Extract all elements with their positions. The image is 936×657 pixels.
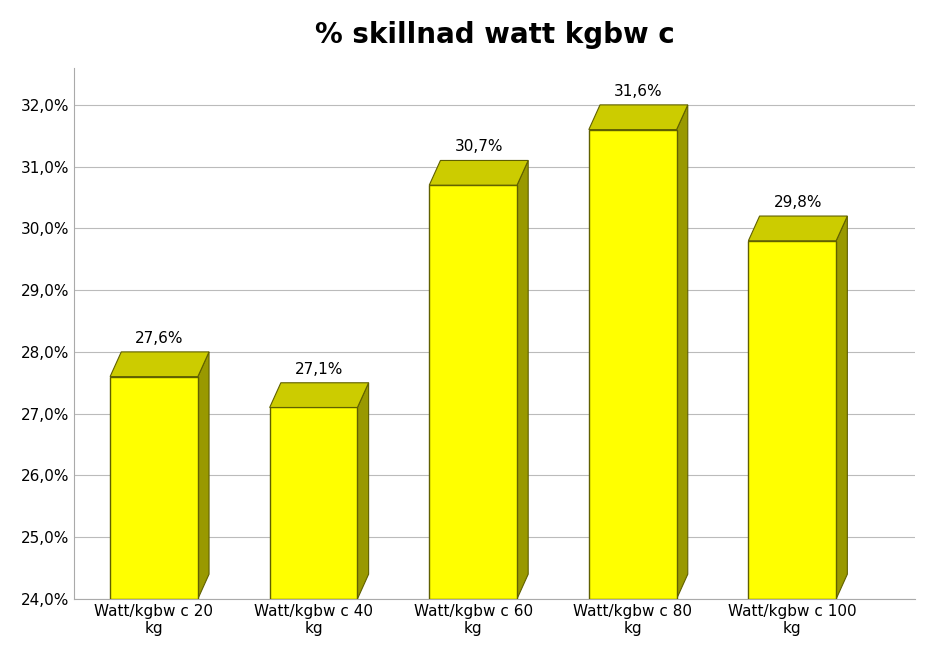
Polygon shape (358, 383, 369, 599)
Bar (430, 185, 517, 599)
Polygon shape (430, 160, 528, 185)
Polygon shape (836, 216, 847, 599)
Polygon shape (589, 105, 688, 129)
Text: 30,7%: 30,7% (455, 139, 503, 154)
Polygon shape (517, 160, 528, 599)
Text: 31,6%: 31,6% (614, 83, 663, 99)
Polygon shape (270, 383, 369, 407)
Polygon shape (110, 352, 209, 376)
Bar (589, 129, 677, 599)
Bar (270, 407, 358, 599)
Text: 27,1%: 27,1% (295, 361, 344, 376)
Title: % skillnad watt kgbw c: % skillnad watt kgbw c (314, 21, 675, 49)
Text: 27,6%: 27,6% (136, 330, 183, 346)
Text: 29,8%: 29,8% (774, 195, 822, 210)
Polygon shape (749, 216, 847, 240)
Bar (110, 376, 197, 599)
Polygon shape (197, 352, 209, 599)
Polygon shape (677, 105, 688, 599)
Bar (749, 240, 836, 599)
